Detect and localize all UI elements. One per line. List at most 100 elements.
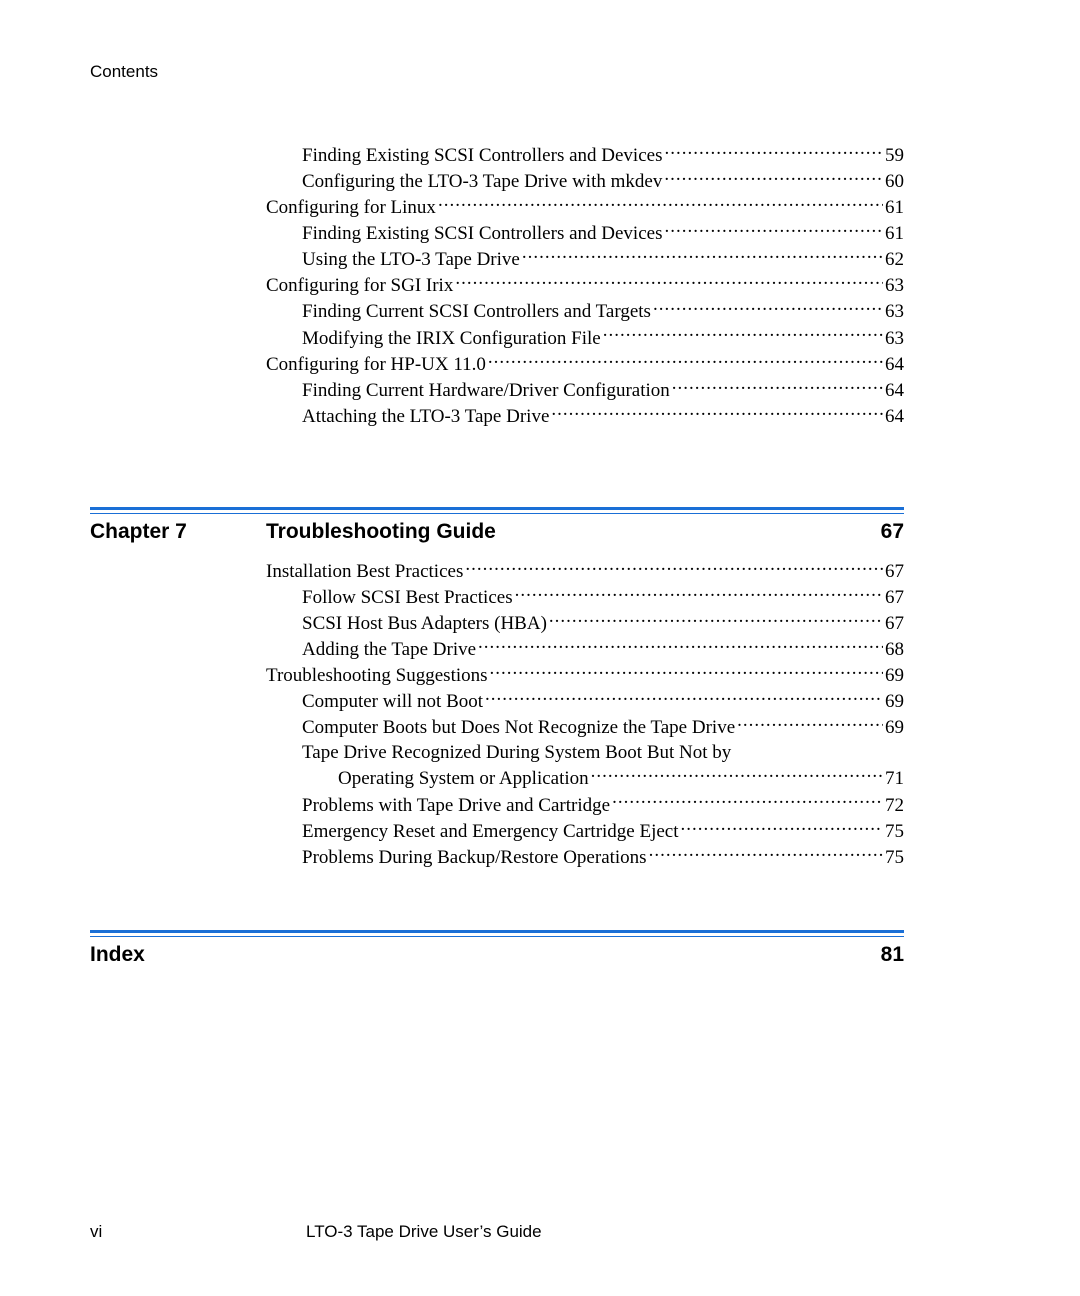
toc-leader — [681, 818, 883, 837]
toc-leader — [653, 298, 883, 317]
toc-entry: Follow SCSI Best Practices 67 — [266, 584, 904, 610]
toc-leader — [672, 377, 883, 396]
toc-entry-text: Emergency Reset and Emergency Cartridge … — [302, 819, 679, 844]
toc-leader — [485, 688, 883, 707]
toc-entry: Configuring for HP-UX 11.0 64 — [266, 351, 904, 377]
section-page: 67 — [881, 520, 904, 544]
section-rule-thick — [90, 507, 904, 510]
toc-entry-page: 69 — [885, 663, 904, 688]
toc-entry: Computer Boots but Does Not Recognize th… — [266, 714, 904, 740]
toc-entry-page: 61 — [885, 195, 904, 220]
toc-entry: Finding Current SCSI Controllers and Tar… — [266, 298, 904, 324]
toc-entry: Using the LTO-3 Tape Drive 62 — [266, 246, 904, 272]
toc-entry-page: 59 — [885, 143, 904, 168]
section-rule-thin — [90, 513, 904, 514]
toc-entry: Finding Current Hardware/Driver Configur… — [266, 377, 904, 403]
toc-entry-text: Configuring the LTO-3 Tape Drive with mk… — [302, 169, 662, 194]
toc-entry: Emergency Reset and Emergency Cartridge … — [266, 818, 904, 844]
toc-leader — [549, 610, 883, 629]
toc-entry-text: Follow SCSI Best Practices — [302, 585, 513, 610]
toc-entry: Finding Existing SCSI Controllers and De… — [266, 220, 904, 246]
toc-entry-page: 69 — [885, 689, 904, 714]
toc-entry-page: 69 — [885, 715, 904, 740]
toc-entry-page: 64 — [885, 404, 904, 429]
toc-leader — [664, 220, 883, 239]
toc-leader — [664, 168, 883, 187]
toc-entry-text: Problems with Tape Drive and Cartridge — [302, 793, 610, 818]
footer-page-number: vi — [90, 1222, 306, 1242]
toc-entry: Attaching the LTO-3 Tape Drive 64 — [266, 403, 904, 429]
toc-entry-text: Configuring for SGI Irix — [266, 273, 453, 298]
section-rule-thick — [90, 930, 904, 933]
toc-entry: Configuring for Linux 61 — [266, 194, 904, 220]
toc-entry-page: 61 — [885, 221, 904, 246]
toc-entry-page: 63 — [885, 326, 904, 351]
toc-entry-page: 71 — [885, 766, 904, 791]
section-title: Troubleshooting Guide — [266, 520, 881, 544]
toc-entry-text: Computer Boots but Does Not Recognize th… — [302, 715, 735, 740]
toc-leader — [737, 714, 883, 733]
toc-entry: Troubleshooting Suggestions 69 — [266, 662, 904, 688]
toc-entry-text: Finding Current Hardware/Driver Configur… — [302, 378, 670, 403]
toc-entry-text: Installation Best Practices — [266, 559, 463, 584]
toc-entry: Configuring the LTO-3 Tape Drive with mk… — [266, 168, 904, 194]
toc-leader — [591, 765, 883, 784]
toc-entry-text: Operating System or Application — [338, 766, 589, 791]
toc-leader — [478, 636, 883, 655]
toc-leader — [664, 142, 883, 161]
toc-block-chapter-7: Installation Best Practices67Follow SCSI… — [266, 558, 904, 870]
toc-entry-page: 75 — [885, 819, 904, 844]
toc-leader — [612, 792, 883, 811]
toc-leader — [465, 558, 883, 577]
toc-leader — [490, 662, 883, 681]
toc-entry: Problems During Backup/Restore Operation… — [266, 844, 904, 870]
toc-leader — [522, 246, 883, 265]
toc-entry-text: Finding Existing SCSI Controllers and De… — [302, 221, 662, 246]
toc-entry-page: 72 — [885, 793, 904, 818]
toc-leader — [455, 272, 883, 291]
toc-entry-text: Attaching the LTO-3 Tape Drive — [302, 404, 549, 429]
toc-leader — [515, 584, 883, 603]
toc-entry-page: 67 — [885, 585, 904, 610]
toc-entry: SCSI Host Bus Adapters (HBA) 67 — [266, 610, 904, 636]
toc-entry-text: Computer will not Boot — [302, 689, 483, 714]
toc-entry-text: Configuring for HP-UX 11.0 — [266, 352, 486, 377]
toc-entry-text: Finding Current SCSI Controllers and Tar… — [302, 299, 651, 324]
toc-entry-page: 67 — [885, 611, 904, 636]
toc-entry: Problems with Tape Drive and Cartridge 7… — [266, 792, 904, 818]
page: Contents Finding Existing SCSI Controlle… — [0, 0, 1080, 1296]
toc-entry-page: 63 — [885, 273, 904, 298]
toc-leader — [438, 194, 883, 213]
toc-entry-page: 67 — [885, 559, 904, 584]
toc-entry-page: 64 — [885, 352, 904, 377]
section-label: Chapter 7 — [90, 520, 266, 544]
toc-leader — [649, 844, 883, 863]
section-rule-thin — [90, 936, 904, 937]
toc-entry-page: 60 — [885, 169, 904, 194]
toc-entry-page: 63 — [885, 299, 904, 324]
toc-leader — [488, 351, 883, 370]
toc-block-top: Finding Existing SCSI Controllers and De… — [266, 142, 904, 429]
toc-entry-text: Adding the Tape Drive — [302, 637, 476, 662]
toc-entry: Computer will not Boot 69 — [266, 688, 904, 714]
toc-entry: Adding the Tape Drive 68 — [266, 636, 904, 662]
toc-entry-text: SCSI Host Bus Adapters (HBA) — [302, 611, 547, 636]
toc-entry: Finding Existing SCSI Controllers and De… — [266, 142, 904, 168]
toc-entry: Configuring for SGI Irix 63 — [266, 272, 904, 298]
toc-entry: Modifying the IRIX Configuration File 63 — [266, 325, 904, 351]
footer-doc-title: LTO-3 Tape Drive User’s Guide — [306, 1222, 990, 1242]
section-heading-chapter-7: Chapter 7 Troubleshooting Guide 67 — [90, 520, 904, 544]
toc-entry-text: Troubleshooting Suggestions — [266, 663, 488, 688]
section-heading-index: Index 81 — [90, 943, 904, 967]
running-header: Contents — [90, 62, 990, 82]
toc-entry-text: Configuring for Linux — [266, 195, 436, 220]
toc-entry-text: Using the LTO-3 Tape Drive — [302, 247, 520, 272]
toc-leader — [603, 325, 883, 344]
page-footer: vi LTO-3 Tape Drive User’s Guide — [90, 1222, 990, 1242]
toc-entry-wrap-line1: Tape Drive Recognized During System Boot… — [266, 740, 904, 765]
section-label: Index — [90, 943, 266, 967]
toc-entry-text: Modifying the IRIX Configuration File — [302, 326, 601, 351]
toc-entry-page: 68 — [885, 637, 904, 662]
toc-entry-page: 62 — [885, 247, 904, 272]
toc-entry: Operating System or Application 71 — [266, 765, 904, 791]
